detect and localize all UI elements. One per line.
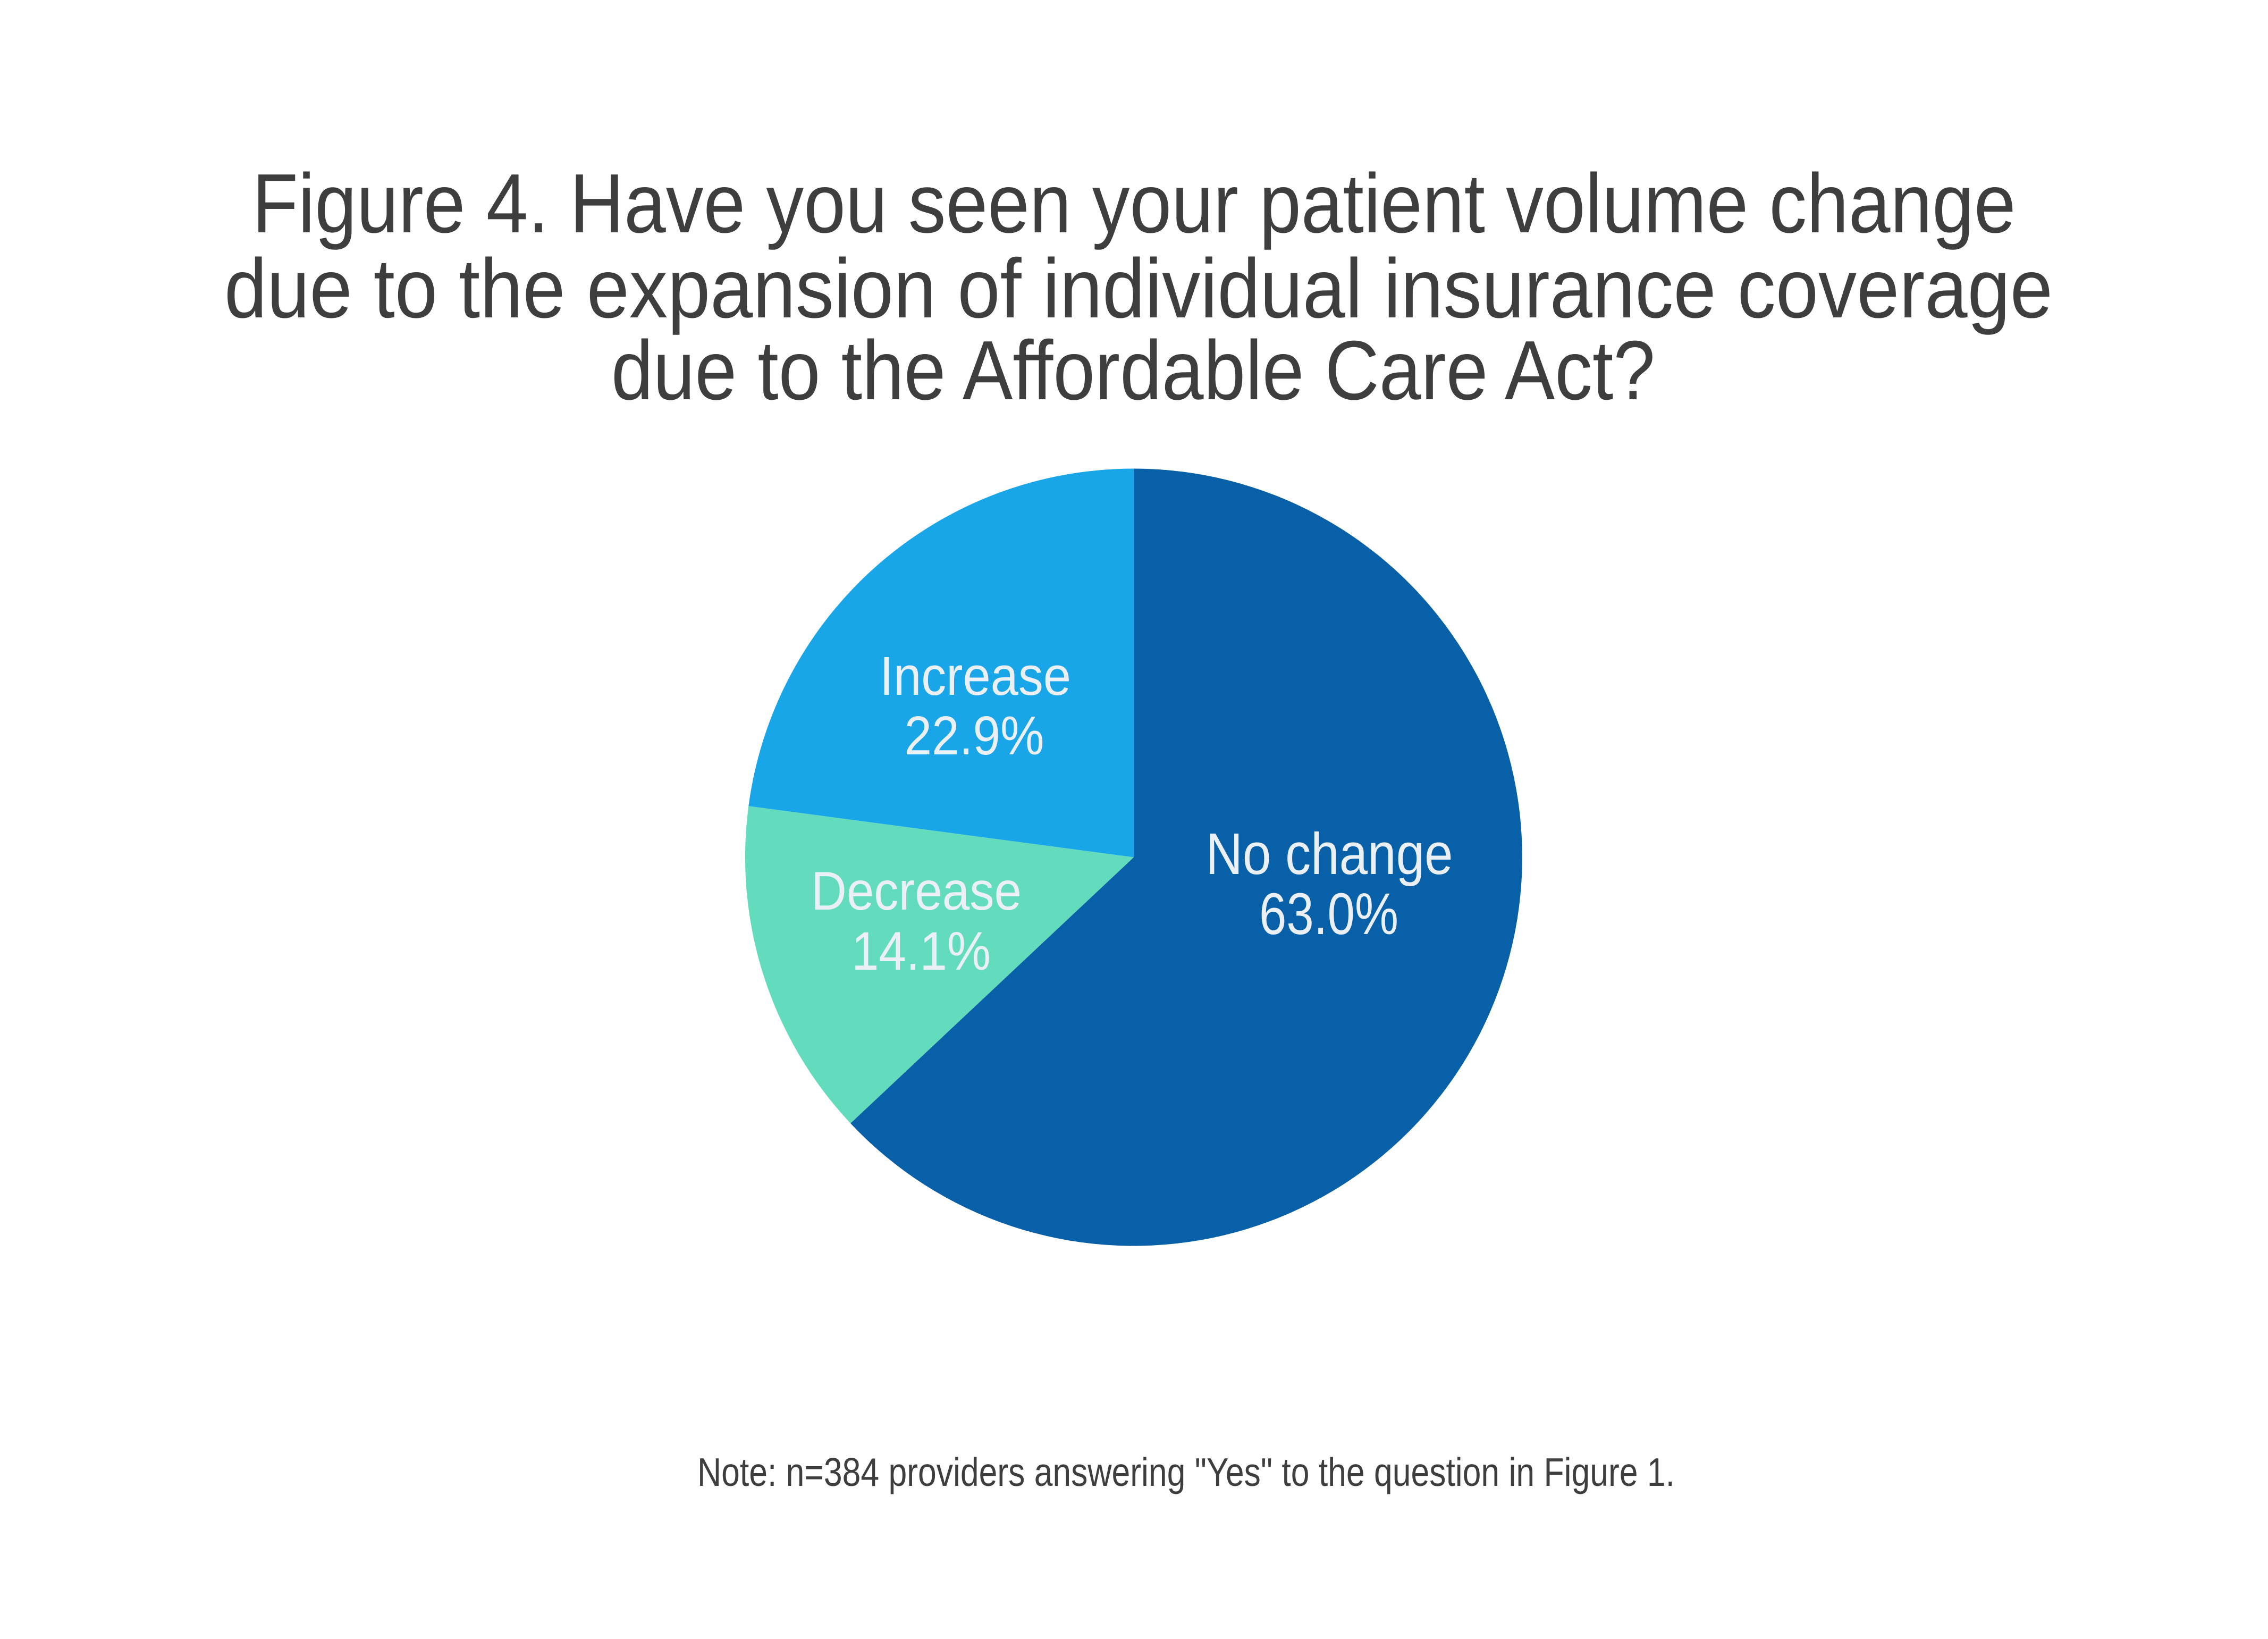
- svg-text:Figure 4. Have you seen your p: Figure 4. Have you seen your patient vol…: [252, 157, 2016, 250]
- svg-text:due to the expansion of indivi: due to the expansion of individual insur…: [224, 242, 2053, 335]
- svg-text:14.1%: 14.1%: [851, 921, 991, 981]
- svg-text:Increase: Increase: [880, 645, 1071, 707]
- svg-text:Decrease: Decrease: [811, 861, 1022, 921]
- svg-text:No change: No change: [1206, 821, 1453, 887]
- svg-text:63.0%: 63.0%: [1259, 881, 1398, 947]
- svg-text:22.9%: 22.9%: [905, 705, 1044, 766]
- svg-text:Note: n=384 providers answerin: Note: n=384 providers answering "Yes" to…: [697, 1450, 1675, 1494]
- svg-text:due to the Affordable Care Act: due to the Affordable Care Act?: [611, 324, 1655, 417]
